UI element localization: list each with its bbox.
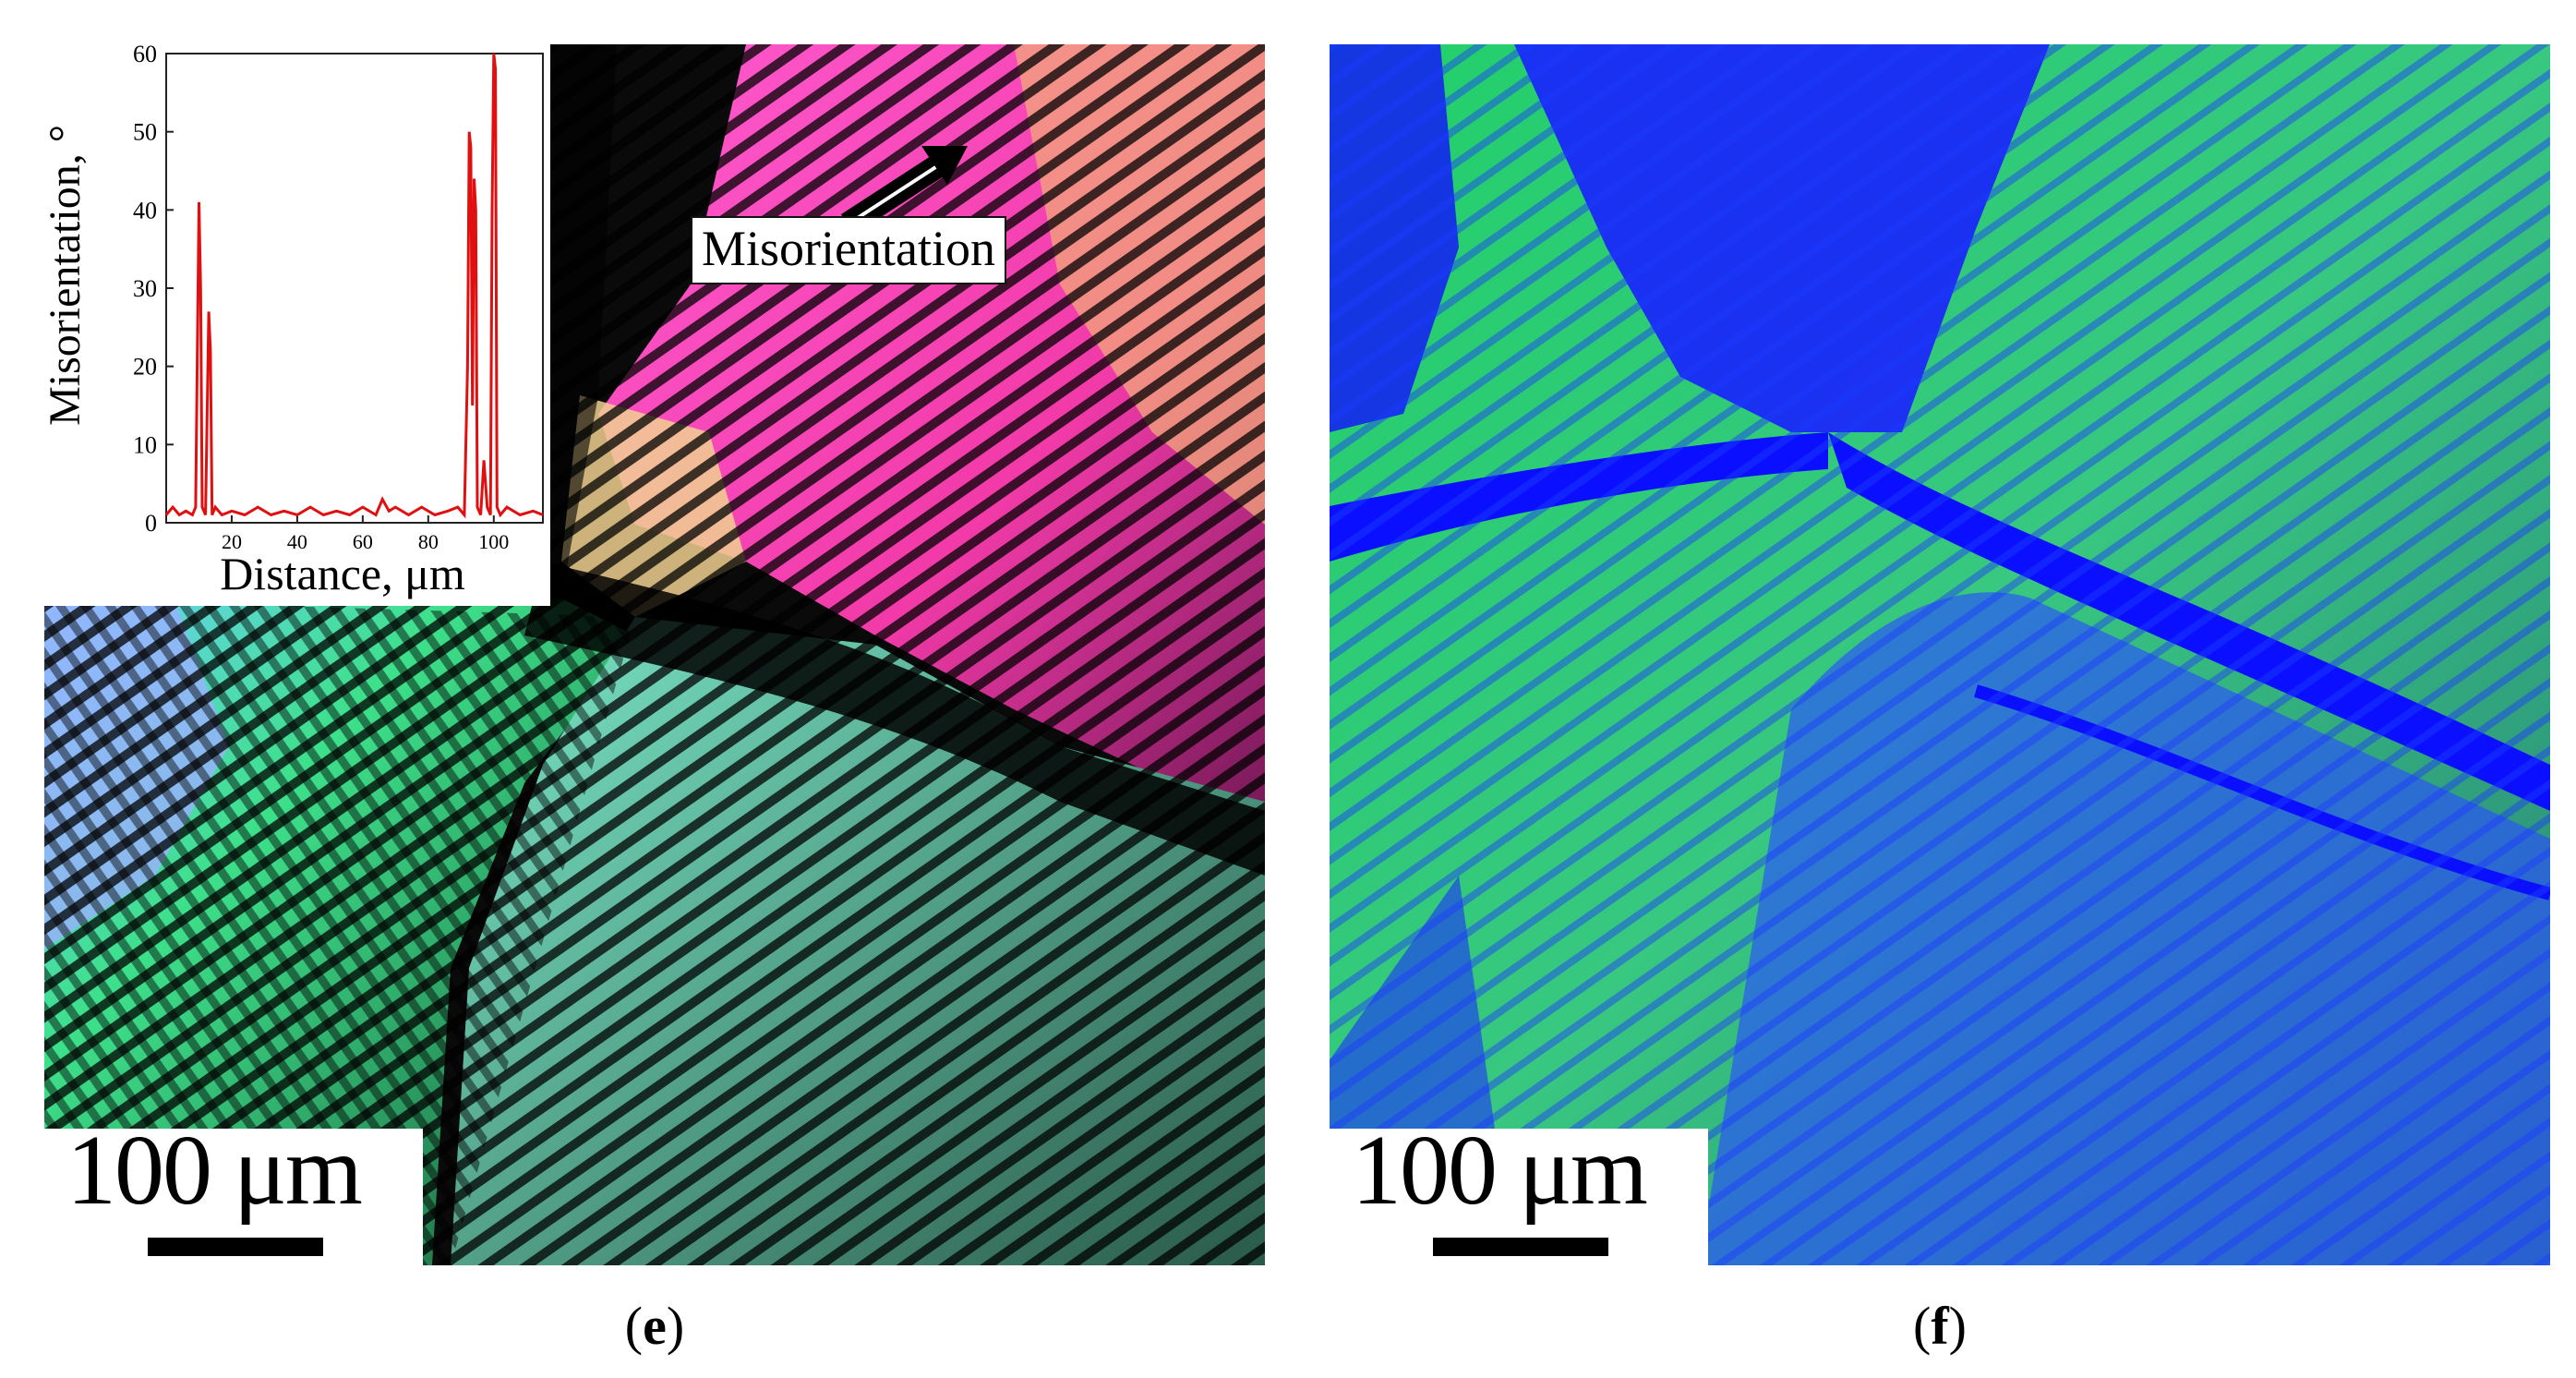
y-tick-label: 40 [133,197,157,224]
y-tick-label: 20 [133,354,157,381]
y-axis-label: Misorientation, ° [44,125,90,426]
misorientation-label: Misorientation [691,216,1006,284]
scale-bar-text: 100 μm [66,1116,363,1226]
scale-bar-text: 100 μm [1352,1116,1648,1226]
y-tick-label: 0 [145,510,157,537]
y-tick-label: 10 [133,431,157,458]
chart-svg: Misorientation, ° Distance, μm 0 10 20 30 40… [44,44,544,599]
scale-bar: 100 μm [1330,1121,1708,1265]
scale-bar: 100 μm [44,1121,423,1265]
kernel-map-panel: 100 μm [1330,44,2550,1265]
ebsd-kernel-map-image [1330,44,2550,1265]
ebsd-orientation-map-image [44,44,1265,1265]
x-tick-label: 80 [418,530,439,553]
misorientation-arrow-icon [840,146,968,235]
caption-f: (f) [1913,1296,1967,1356]
caption-letter: f [1931,1296,1949,1356]
scale-bar-line [1433,1238,1608,1256]
x-tick-label: 40 [287,530,307,553]
x-tick-label: 100 [478,530,509,553]
plot-frame [165,53,544,524]
plot-area: 0 10 20 30 40 50 60 20 40 60 80 100 [133,44,544,553]
orientation-map-panel: Misorientation, ° Distance, μm 0 10 20 30 40… [44,44,1265,1265]
x-tick-label: 20 [222,530,242,553]
y-tick-label: 50 [133,119,157,146]
scale-bar-line [148,1238,323,1256]
x-axis-label: Distance, μm [220,548,465,599]
misorientation-profile-chart: Misorientation, ° Distance, μm 0 10 20 30 40… [44,44,550,606]
caption-letter: e [643,1296,667,1356]
x-tick-label: 60 [353,530,373,553]
y-tick-label: 30 [133,275,157,302]
caption-e: (e) [624,1296,685,1356]
misorientation-series-line [164,53,544,519]
y-tick-label: 60 [133,44,157,67]
